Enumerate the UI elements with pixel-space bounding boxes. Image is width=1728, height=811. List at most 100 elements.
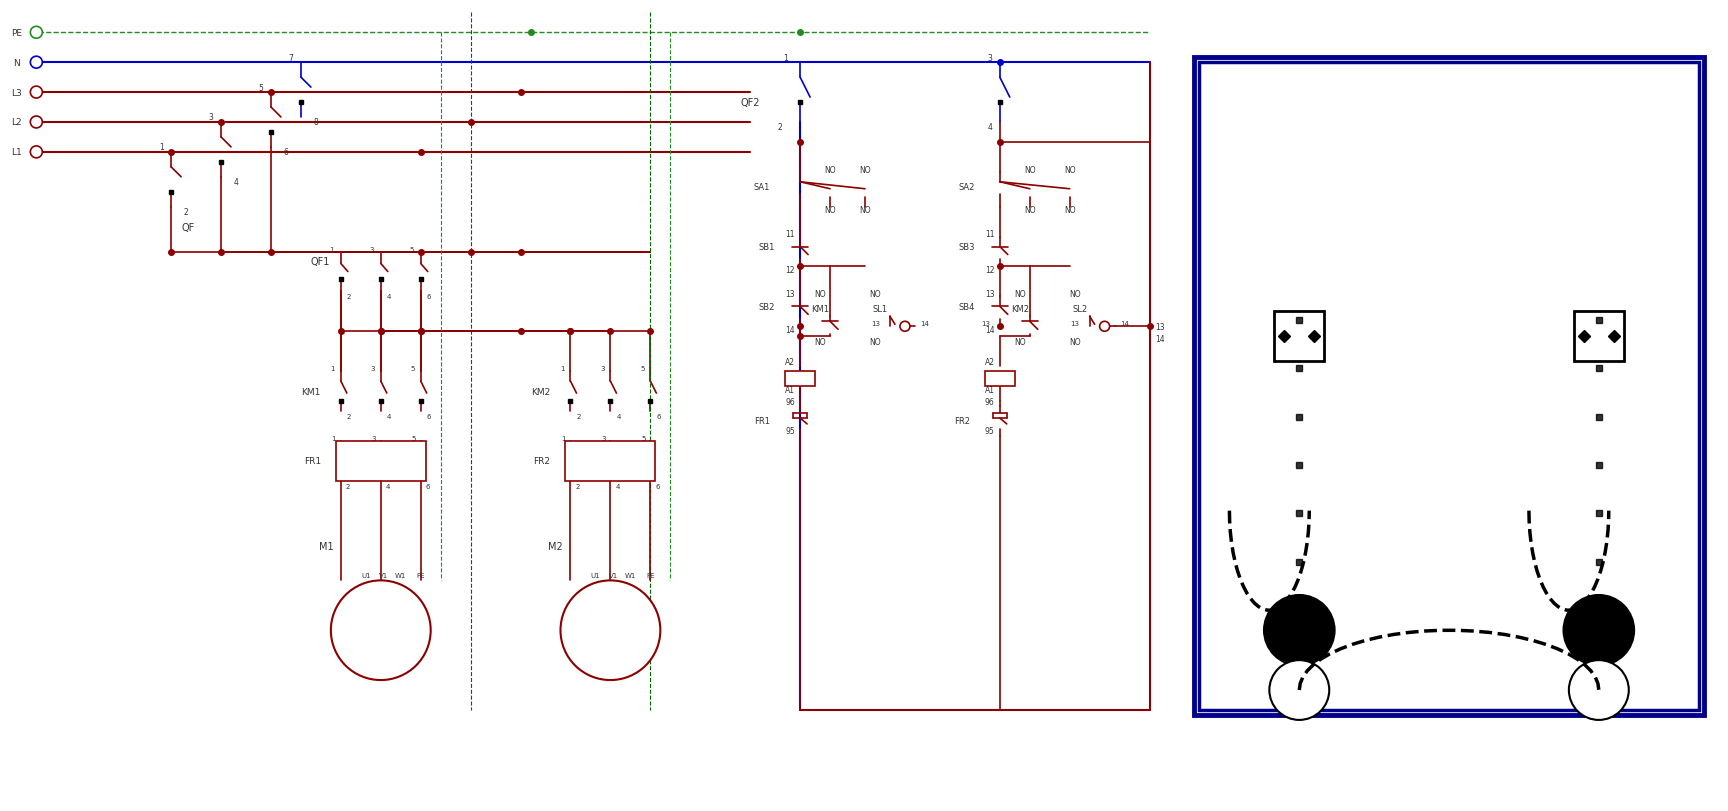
Text: 5: 5	[410, 247, 415, 252]
Text: 14: 14	[1154, 334, 1165, 343]
Text: SB4: SB4	[959, 303, 975, 311]
Text: NO: NO	[859, 206, 871, 215]
Text: 13: 13	[1071, 321, 1080, 327]
Text: U1: U1	[591, 573, 600, 579]
Text: NO: NO	[869, 290, 881, 298]
Text: 1: 1	[159, 144, 164, 152]
Text: 4: 4	[233, 178, 238, 187]
Text: 5: 5	[411, 436, 416, 441]
Text: FR1: FR1	[753, 417, 771, 426]
Text: NO: NO	[1014, 337, 1025, 346]
Text: PE: PE	[416, 573, 425, 579]
Text: 2: 2	[778, 123, 783, 132]
Text: KM1: KM1	[810, 304, 829, 313]
Text: NO: NO	[1025, 166, 1035, 175]
Circle shape	[1099, 322, 1109, 332]
Text: L1: L1	[10, 148, 22, 157]
Text: 11: 11	[785, 230, 795, 238]
Text: SA1: SA1	[753, 183, 771, 192]
Text: 12: 12	[985, 266, 995, 275]
Text: 13: 13	[1154, 323, 1165, 332]
Text: 2: 2	[347, 294, 351, 300]
Text: PE: PE	[646, 573, 655, 579]
Text: 4: 4	[987, 123, 992, 132]
Text: M: M	[375, 611, 387, 620]
Circle shape	[560, 581, 660, 680]
Text: NO: NO	[1064, 206, 1075, 215]
Text: L2: L2	[10, 118, 22, 127]
Text: 13: 13	[871, 321, 880, 327]
Text: 2: 2	[575, 414, 581, 419]
Text: N: N	[14, 58, 19, 67]
Text: 6: 6	[655, 483, 660, 489]
Circle shape	[900, 322, 911, 332]
Text: KM1: KM1	[301, 387, 321, 396]
Text: SB1: SB1	[759, 242, 776, 251]
Text: SA2: SA2	[959, 183, 975, 192]
Text: 4: 4	[387, 414, 391, 419]
Text: M2: M2	[548, 541, 563, 551]
Text: NO: NO	[1064, 166, 1075, 175]
Text: KM2: KM2	[530, 387, 551, 396]
Text: 2: 2	[575, 483, 579, 489]
Text: 5: 5	[411, 366, 415, 371]
Text: 1: 1	[330, 366, 335, 371]
Text: NO: NO	[814, 337, 826, 346]
Text: ~: ~	[375, 646, 385, 659]
Text: QF: QF	[181, 222, 194, 232]
Text: 6: 6	[283, 148, 289, 157]
Text: 14: 14	[785, 325, 795, 334]
Text: M: M	[605, 611, 615, 620]
Text: V1: V1	[608, 573, 619, 579]
Text: W1: W1	[626, 573, 636, 579]
Bar	[1574, 312, 1624, 362]
Circle shape	[1564, 595, 1633, 665]
Bar	[1194, 58, 1704, 715]
Circle shape	[1569, 660, 1630, 720]
Bar	[985, 371, 1014, 387]
Text: 14: 14	[1120, 321, 1128, 327]
Bar	[785, 371, 816, 387]
Text: 95: 95	[785, 427, 795, 436]
Text: SL1: SL1	[873, 304, 888, 313]
Text: 96: 96	[985, 397, 995, 406]
Text: 6: 6	[425, 483, 430, 489]
Text: 4: 4	[617, 414, 620, 419]
Text: 3: 3	[378, 630, 384, 641]
Text: 2: 2	[183, 208, 188, 217]
Text: 14: 14	[921, 321, 930, 327]
Text: 4: 4	[387, 294, 391, 300]
Text: NO: NO	[824, 206, 836, 215]
Text: 5: 5	[639, 366, 645, 371]
Text: NO: NO	[814, 290, 826, 298]
Text: 95: 95	[985, 427, 995, 436]
Text: 3: 3	[987, 54, 992, 62]
Bar	[1274, 312, 1324, 362]
Text: L3: L3	[10, 88, 22, 97]
Text: 7: 7	[289, 54, 294, 62]
Text: FR2: FR2	[534, 457, 551, 466]
Text: KM2: KM2	[990, 374, 1009, 383]
Text: NO: NO	[1025, 206, 1035, 215]
Text: V1: V1	[378, 573, 389, 579]
Text: 3: 3	[370, 247, 373, 252]
Text: QF1: QF1	[311, 257, 330, 267]
Text: 1: 1	[562, 436, 565, 441]
Text: KM2: KM2	[1011, 304, 1028, 313]
Text: QF2: QF2	[740, 98, 760, 108]
Text: 13: 13	[985, 290, 995, 298]
Text: FR2: FR2	[954, 417, 969, 426]
Text: NO: NO	[1070, 290, 1080, 298]
Text: 13: 13	[785, 290, 795, 298]
Bar	[335, 441, 425, 481]
Text: 5: 5	[641, 436, 646, 441]
Text: 1: 1	[783, 54, 788, 62]
Text: 8: 8	[313, 118, 318, 127]
Text: SB2: SB2	[759, 303, 776, 311]
Text: 6: 6	[657, 414, 660, 419]
Text: 2: 2	[347, 414, 351, 419]
Circle shape	[330, 581, 430, 680]
Text: SB3: SB3	[959, 242, 975, 251]
Text: PE: PE	[10, 28, 22, 38]
Text: 1: 1	[332, 436, 337, 441]
